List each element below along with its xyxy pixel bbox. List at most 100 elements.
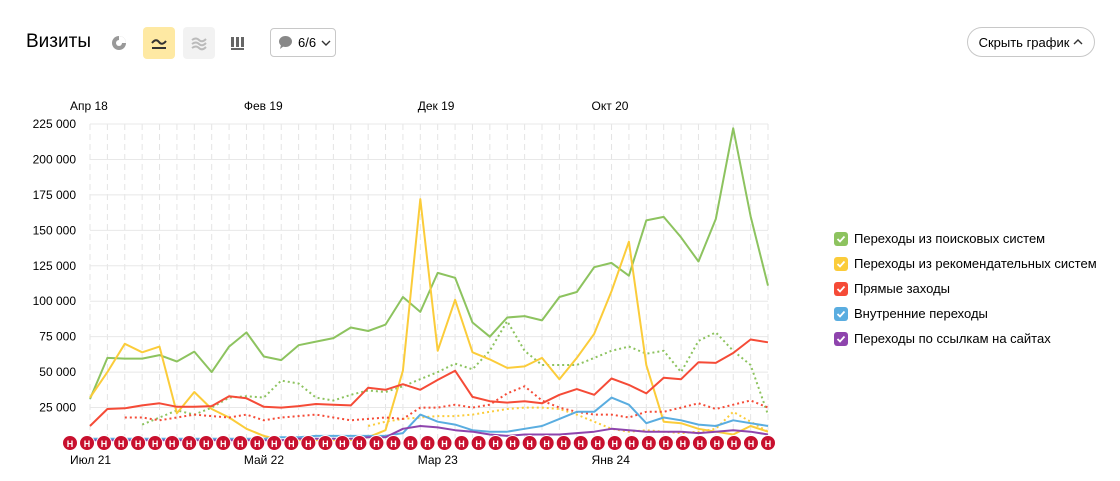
chevron-up-icon [1073, 39, 1083, 45]
x-tick-label-bottom: Янв 24 [592, 453, 631, 467]
hide-chart-button[interactable]: Скрыть график [967, 27, 1095, 57]
annotation-marker-label: Н [680, 439, 687, 449]
y-tick-label: 200 000 [33, 152, 77, 166]
annotation-marker-label: Н [186, 439, 193, 449]
annotation-marker [96, 435, 113, 451]
legend-item[interactable]: Переходы по ссылкам на сайтах [834, 326, 1097, 351]
annotation-marker [572, 435, 589, 451]
annotation-marker [164, 435, 181, 451]
annotation-marker [640, 435, 657, 451]
checkbox-icon[interactable] [834, 281, 848, 296]
series-line [89, 198, 769, 442]
annotation-marker [538, 435, 555, 451]
annotation-marker-label: Н [509, 439, 516, 449]
page-title: Визиты [26, 31, 91, 52]
checkbox-icon[interactable] [834, 231, 848, 246]
annotation-marker-label: Н [135, 439, 142, 449]
annotation-marker-label: Н [560, 439, 567, 449]
annotation-marker [504, 435, 521, 451]
legend-item[interactable]: Переходы из поисковых систем [834, 226, 1097, 251]
annotation-marker [402, 435, 419, 451]
annotation-marker-label: Н [646, 439, 653, 449]
x-tick-label-bottom: Май 22 [244, 453, 285, 467]
annotation-marker [385, 435, 402, 451]
annotation-marker [147, 435, 164, 451]
annotation-marker [317, 435, 334, 451]
annotation-marker [368, 435, 385, 451]
segments-count: 6/6 [298, 35, 317, 50]
pie-chart-icon [112, 36, 126, 50]
pie-chart-button[interactable] [103, 27, 135, 59]
annotation-marker [708, 435, 725, 451]
annotation-marker-label: Н [714, 439, 721, 449]
annotation-marker [215, 435, 232, 451]
line-chart-button[interactable] [143, 27, 175, 59]
annotation-marker-label: Н [629, 439, 636, 449]
area-chart-button[interactable] [183, 27, 215, 59]
annotation-marker [266, 435, 283, 451]
annotation-marker-label: Н [169, 439, 176, 449]
legend-item[interactable]: Переходы из рекомендательных систем [834, 251, 1097, 276]
annotation-marker-label: Н [475, 439, 482, 449]
annotation-marker-label: Н [67, 439, 74, 449]
annotation-marker [113, 435, 130, 451]
series-line [89, 338, 769, 427]
annotation-marker-label: Н [390, 439, 397, 449]
y-tick-label: 50 000 [39, 365, 76, 379]
segments-button[interactable]: 6/6 [270, 28, 336, 57]
annotation-marker [130, 435, 147, 451]
annotation-marker-label: Н [612, 439, 619, 449]
legend-label: Переходы по ссылкам на сайтах [854, 331, 1051, 346]
annotation-marker-label: Н [492, 439, 499, 449]
annotation-marker-label: Н [577, 439, 584, 449]
comment-icon [279, 36, 292, 49]
annotation-marker-label: Н [697, 439, 704, 449]
y-tick-label: 125 000 [33, 259, 77, 273]
y-tick-label: 175 000 [33, 188, 77, 202]
annotation-marker-label: Н [152, 439, 159, 449]
series-line-comparison [367, 406, 769, 435]
annotation-marker [691, 435, 708, 451]
annotation-marker [453, 435, 470, 451]
annotation-marker-label: Н [101, 439, 108, 449]
x-tick-label-bottom: Июл 21 [70, 453, 111, 467]
annotation-marker-label: Н [407, 439, 414, 449]
annotation-marker-label: Н [288, 439, 295, 449]
legend-label: Переходы из поисковых систем [854, 231, 1046, 246]
annotation-marker [198, 435, 215, 451]
annotation-marker-label: Н [322, 439, 329, 449]
annotation-marker [657, 435, 674, 451]
series-line-comparison [124, 385, 769, 422]
annotation-marker [521, 435, 538, 451]
checkbox-icon[interactable] [834, 256, 848, 271]
annotation-marker-label: Н [271, 439, 278, 449]
annotation-marker [300, 435, 317, 451]
annotation-marker-label: Н [424, 439, 431, 449]
annotation-marker [606, 435, 623, 451]
annotation-marker [334, 435, 351, 451]
annotation-marker [470, 435, 487, 451]
annotation-marker [249, 435, 266, 451]
annotation-marker [419, 435, 436, 451]
bar-chart-button[interactable] [222, 27, 254, 59]
x-tick-label-top: Апр 18 [70, 99, 108, 113]
x-tick-label-top: Дек 19 [418, 99, 455, 113]
annotation-marker [742, 435, 759, 451]
y-tick-label: 25 000 [39, 401, 76, 415]
annotation-marker-label: Н [356, 439, 363, 449]
annotation-marker [725, 435, 742, 451]
x-tick-label-top: Окт 20 [592, 99, 629, 113]
legend-label: Переходы из рекомендательных систем [854, 256, 1097, 271]
annotation-marker [62, 435, 78, 451]
area-chart-icon [191, 37, 207, 51]
annotation-marker-label: Н [458, 439, 465, 449]
series-line [89, 127, 769, 400]
checkbox-icon[interactable] [834, 331, 848, 346]
annotation-marker-label: Н [373, 439, 380, 449]
annotation-marker-label: Н [237, 439, 244, 449]
checkbox-icon[interactable] [834, 306, 848, 321]
legend-item[interactable]: Прямые заходы [834, 276, 1097, 301]
y-tick-label: 150 000 [33, 223, 77, 237]
legend-item[interactable]: Внутренние переходы [834, 301, 1097, 326]
annotation-marker [79, 435, 96, 451]
